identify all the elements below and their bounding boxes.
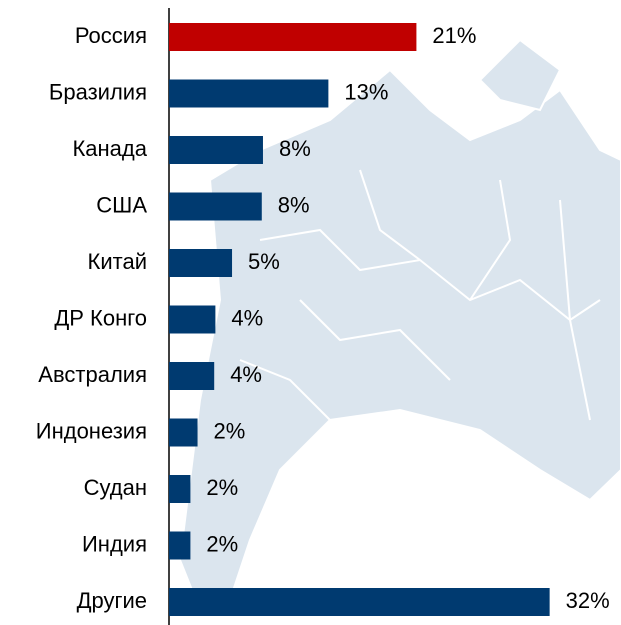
value-label: 32% <box>566 588 610 613</box>
category-label: Россия <box>75 23 147 48</box>
category-label: США <box>96 192 147 217</box>
category-label: Судан <box>84 475 147 500</box>
category-label: Канада <box>72 136 147 161</box>
bar <box>169 136 263 164</box>
category-label: Бразилия <box>49 79 147 104</box>
value-label: 4% <box>230 362 262 387</box>
bar <box>169 23 417 51</box>
bar <box>169 531 191 560</box>
bar <box>169 79 329 108</box>
value-label: 2% <box>206 531 238 556</box>
bar <box>169 418 198 447</box>
value-label: 2% <box>214 418 246 443</box>
bar <box>169 249 233 277</box>
value-label: 8% <box>278 192 310 217</box>
bar <box>169 475 191 503</box>
category-label: Австралия <box>38 362 147 387</box>
value-label: 13% <box>344 79 388 104</box>
bar <box>169 588 550 616</box>
value-label: 2% <box>206 475 238 500</box>
bar <box>169 305 216 334</box>
category-label: ДР Конго <box>54 305 147 330</box>
category-label: Другие <box>77 588 147 613</box>
value-label: 4% <box>231 305 263 330</box>
bar <box>169 362 215 390</box>
category-label: Индонезия <box>36 418 147 443</box>
value-label: 5% <box>248 249 280 274</box>
category-label: Китай <box>88 249 147 274</box>
value-label: 21% <box>432 23 476 48</box>
background-map <box>178 38 621 612</box>
bar <box>169 192 262 221</box>
value-label: 8% <box>279 136 311 161</box>
category-label: Индия <box>82 531 147 556</box>
